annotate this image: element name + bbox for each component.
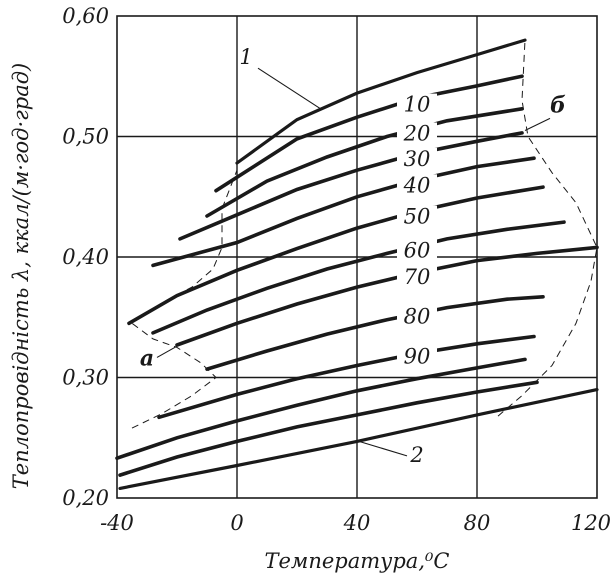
- x-tick-label: 80: [464, 511, 491, 535]
- x-tick-label: 120: [571, 511, 611, 535]
- curve-label: 2: [409, 443, 423, 467]
- series-line: [205, 295, 545, 371]
- y-axis-label: Теплопровідність λ, ккал/(м·год·град): [9, 63, 33, 489]
- leader-line: [156, 345, 178, 358]
- y-tick-label: 0,50: [62, 125, 109, 149]
- curve-label-backing: [397, 93, 437, 118]
- series-line: [205, 107, 524, 218]
- x-axis-label: Температура,⁰С: [265, 549, 450, 573]
- series-line: [175, 245, 599, 347]
- leader-line: [524, 117, 551, 131]
- curve-label-backing: [397, 345, 437, 370]
- y-tick-label: 0,20: [62, 486, 109, 510]
- series-line: [118, 380, 539, 477]
- curve-label: 20: [403, 122, 431, 146]
- series-lines: [115, 38, 599, 490]
- y-tick-label: 0,60: [62, 4, 109, 28]
- series-line: [127, 185, 545, 326]
- x-tick-label: 40: [343, 511, 371, 535]
- curve-label: 50: [404, 205, 431, 229]
- region-boundaries: [131, 40, 598, 429]
- boundary-label: а: [140, 345, 154, 371]
- curve-label: 30: [404, 147, 431, 171]
- y-tick-label: 0,40: [62, 245, 109, 269]
- leader-line: [257, 67, 322, 110]
- x-tick-label: 0: [230, 511, 243, 535]
- curve-label-backing: [397, 174, 437, 199]
- grid: [117, 16, 597, 498]
- curve-label: 90: [404, 344, 431, 368]
- plot-frame: [116, 15, 598, 499]
- region-boundary: [131, 170, 238, 429]
- curve-label-backing: [397, 239, 437, 264]
- curve-label-backing: [397, 265, 437, 290]
- curve-label: 1: [239, 45, 252, 69]
- curve-label: 10: [404, 93, 431, 117]
- curve-label: 40: [403, 173, 431, 197]
- curve-label-backing: [397, 205, 437, 230]
- boundary-label: б: [550, 92, 566, 118]
- series-line: [235, 38, 527, 165]
- series-line: [151, 220, 566, 335]
- x-tick-label: -40: [100, 511, 134, 535]
- series-line: [157, 334, 536, 420]
- y-tick-label: 0,30: [62, 366, 109, 390]
- series-line: [214, 74, 524, 193]
- curve-label: 80: [404, 305, 431, 329]
- leader-line: [358, 440, 408, 457]
- series-line: [115, 357, 527, 460]
- curve-label-backing: [397, 147, 437, 172]
- curve-label: 60: [404, 238, 431, 262]
- curve-label: 70: [404, 265, 431, 289]
- curve-label-backing: [397, 305, 437, 330]
- series-line: [178, 131, 524, 241]
- curve-label-backing: [397, 122, 437, 147]
- series-line: [151, 156, 536, 268]
- series-line: [118, 388, 599, 490]
